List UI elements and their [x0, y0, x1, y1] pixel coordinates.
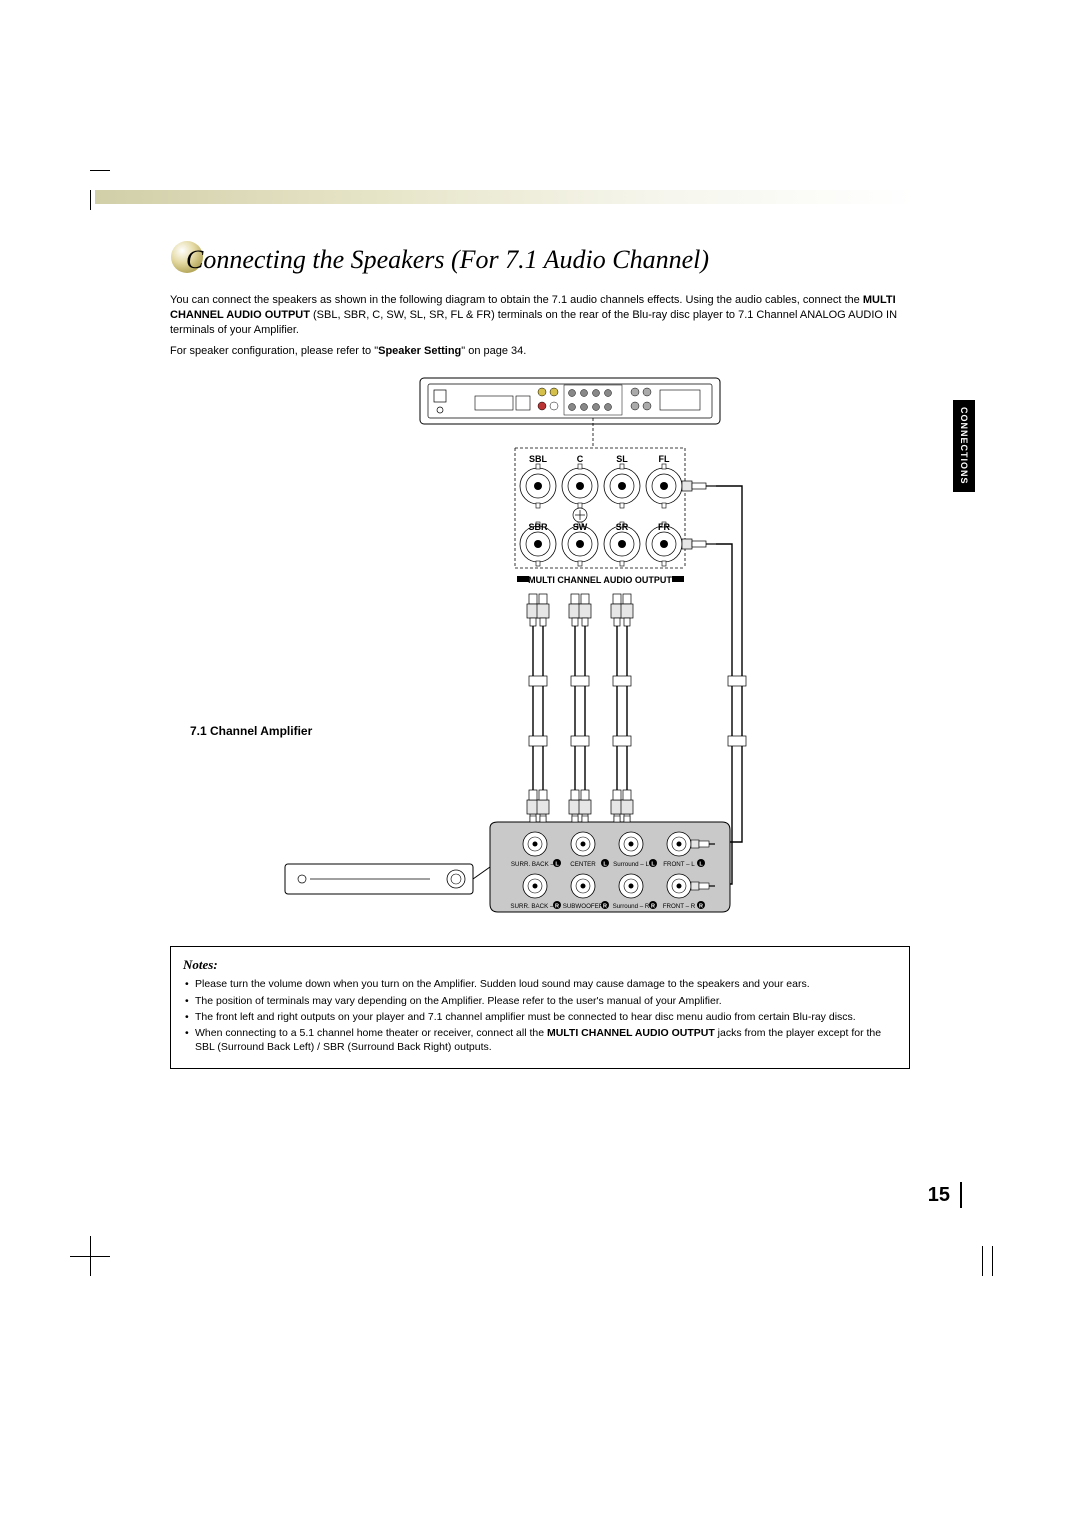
page-number: 15 — [928, 1184, 950, 1207]
intro-paragraph-2: For speaker configuration, please refer … — [170, 344, 910, 359]
svg-text:C: C — [577, 454, 584, 464]
notes-list: Please turn the volume down when you tur… — [183, 977, 897, 1054]
note-item: Please turn the volume down when you tur… — [183, 977, 897, 991]
note-bold: MULTI CHANNEL AUDIO OUTPUT — [547, 1027, 715, 1039]
intro2-bold: Speaker Setting — [378, 345, 461, 357]
intro2-text: For speaker configuration, please refer … — [170, 345, 378, 357]
svg-text:Surround – R: Surround – R — [613, 903, 650, 910]
intro-paragraph: You can connect the speakers as shown in… — [170, 293, 910, 338]
amplifier-label: 7.1 Channel Amplifier — [190, 724, 312, 738]
notes-title: Notes: — [183, 957, 897, 973]
svg-text:SUBWOOFER: SUBWOOFER — [563, 903, 604, 910]
notes-box: Notes: Please turn the volume down when … — [170, 946, 910, 1069]
svg-text:FR: FR — [658, 522, 670, 532]
svg-text:SBL: SBL — [529, 454, 548, 464]
svg-text:SR: SR — [616, 522, 629, 532]
svg-text:SW: SW — [573, 522, 588, 532]
svg-text:SL: SL — [616, 454, 628, 464]
svg-text:FRONT – L: FRONT – L — [663, 861, 695, 868]
multichannel-output-panel: SBL C SL FL SBR SW SR FR — [520, 454, 716, 566]
crop-mark — [970, 1236, 1010, 1276]
note-item: The front left and right outputs on your… — [183, 1010, 897, 1024]
svg-text:R: R — [651, 904, 655, 910]
note-text: The position of terminals may vary depen… — [195, 995, 722, 1007]
svg-text:FL: FL — [659, 454, 670, 464]
note-text: The front left and right outputs on your… — [195, 1011, 856, 1023]
svg-text:CENTER: CENTER — [570, 861, 596, 868]
svg-text:MULTI CHANNEL AUDIO OUTPUT: MULTI CHANNEL AUDIO OUTPUT — [528, 575, 672, 585]
header-gradient-bar — [95, 190, 915, 204]
note-item: The position of terminals may vary depen… — [183, 994, 897, 1008]
amplifier-device — [285, 864, 473, 894]
connection-diagram: SBL C SL FL SBR SW SR FR MULTI CHANNEL AUDIO OU… — [170, 376, 910, 916]
note-text: Please turn the volume down when you tur… — [195, 978, 810, 990]
diagram-svg: SBL C SL FL SBR SW SR FR MULTI CHANNEL AUDIO OU… — [280, 376, 800, 916]
crop-mark — [70, 1236, 110, 1276]
section-tab: CONNECTIONS — [953, 400, 975, 492]
amplifier-input-panel: SURR. BACK – LLCENTERLSurround – LLFRONT… — [473, 816, 730, 912]
svg-text:SBR: SBR — [528, 522, 548, 532]
svg-text:R: R — [555, 904, 559, 910]
player-device — [420, 378, 720, 424]
svg-text:R: R — [603, 904, 607, 910]
intro-text: You can connect the speakers as shown in… — [170, 294, 863, 306]
crop-mark — [70, 170, 110, 210]
intro2-text: " on page 34. — [461, 345, 526, 357]
svg-text:SURR. BACK – R: SURR. BACK – R — [510, 903, 560, 910]
page-title: Connecting the Speakers (For 7.1 Audio C… — [186, 245, 709, 275]
page-content: Connecting the Speakers (For 7.1 Audio C… — [170, 240, 910, 1069]
note-item: When connecting to a 5.1 channel home th… — [183, 1026, 897, 1054]
page-title-row: Connecting the Speakers (For 7.1 Audio C… — [170, 240, 910, 279]
page-number-bar — [960, 1182, 962, 1208]
note-text: When connecting to a 5.1 channel home th… — [195, 1027, 547, 1039]
multichannel-label: MULTI CHANNEL AUDIO OUTPUT — [517, 575, 684, 585]
svg-text:FRONT – R: FRONT – R — [663, 903, 696, 910]
svg-text:SURR. BACK – L: SURR. BACK – L — [511, 861, 560, 868]
svg-text:R: R — [699, 904, 703, 910]
svg-text:Surround – L: Surround – L — [613, 861, 649, 868]
